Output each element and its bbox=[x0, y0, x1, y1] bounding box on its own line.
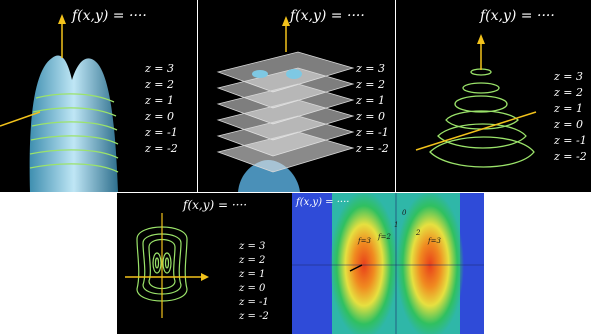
surface-plot: f(x,y) = ···· z = 3 z = 2 z = 1 z = 0 z … bbox=[0, 8, 178, 192]
level-label: z = -1 bbox=[355, 126, 389, 139]
heatmap-annotations: f=3 f=2 1 2 f=3 0 bbox=[357, 209, 441, 245]
contour-map-plot: f(x,y) = ···· z = 3 z = 2 z = 1 z = 0 z … bbox=[125, 198, 269, 322]
level-label: z = 1 bbox=[553, 102, 583, 115]
peak-left bbox=[252, 70, 268, 78]
annotation: f=2 bbox=[377, 233, 391, 241]
level-label: z = 3 bbox=[355, 62, 385, 75]
level-label: z = 3 bbox=[553, 70, 583, 83]
heat-peak-left bbox=[330, 193, 398, 334]
level-label: z = 3 bbox=[238, 241, 265, 252]
function-label: f(x,y) = ···· bbox=[71, 8, 147, 24]
function-label: f(x,y) = ···· bbox=[289, 8, 365, 24]
level-label: z = -1 bbox=[553, 134, 587, 147]
annotation: 0 bbox=[402, 209, 407, 217]
level-label: z = 2 bbox=[355, 78, 385, 91]
contour-rings bbox=[429, 68, 535, 168]
slicing-planes-plot: f(x,y) = ···· z = 3 z = 2 z = 1 z = 0 z … bbox=[216, 8, 389, 192]
level-label: z = 1 bbox=[238, 269, 265, 280]
lifted-contours-panel: f(x,y) = ···· z = 3 z = 2 z = 1 z = 0 z … bbox=[396, 0, 591, 192]
level-list: z = 3 z = 2 z = 1 z = 0 z = -1 z = -2 bbox=[144, 62, 178, 155]
surface-hill bbox=[29, 55, 118, 192]
level-label: z = 0 bbox=[553, 118, 583, 131]
level-label: z = 0 bbox=[238, 283, 266, 294]
level-list: z = 3 z = 2 z = 1 z = 0 z = -1 z = -2 bbox=[553, 70, 587, 163]
z-axis-arrow-icon bbox=[282, 16, 290, 26]
level-label: z = -2 bbox=[144, 142, 178, 155]
level-label: z = 1 bbox=[144, 94, 174, 107]
level-label: z = -1 bbox=[144, 126, 178, 139]
level-label: z = -2 bbox=[355, 142, 389, 155]
contour-map-panel: f(x,y) = ···· z = 3 z = 2 z = 1 z = 0 z … bbox=[117, 193, 292, 334]
level-label: z = 2 bbox=[144, 78, 174, 91]
level-label: z = 2 bbox=[553, 86, 583, 99]
level-label: z = -1 bbox=[238, 297, 269, 308]
z-axis-arrow-icon bbox=[477, 34, 485, 44]
annotation: 2 bbox=[415, 229, 421, 237]
x-axis bbox=[0, 111, 41, 127]
level-list: z = 3 z = 2 z = 1 z = 0 z = -1 z = -2 bbox=[355, 62, 389, 155]
contour-curves bbox=[136, 226, 188, 302]
heatmap-panel: f(x,y) = ···· f=3 f=2 1 2 f=3 0 bbox=[292, 193, 484, 334]
level-label: z = 2 bbox=[238, 255, 265, 266]
x-axis bbox=[415, 111, 537, 151]
peak-right bbox=[286, 69, 302, 79]
plane-stack bbox=[216, 51, 355, 173]
level-label: z = -2 bbox=[553, 150, 587, 163]
level-list: z = 3 z = 2 z = 1 z = 0 z = -1 z = -2 bbox=[238, 241, 269, 322]
annotation: 1 bbox=[394, 221, 398, 229]
annotation: f=3 bbox=[357, 237, 371, 245]
lifted-contours-plot: f(x,y) = ···· z = 3 z = 2 z = 1 z = 0 z … bbox=[415, 8, 587, 168]
surface-panel: f(x,y) = ···· z = 3 z = 2 z = 1 z = 0 z … bbox=[0, 0, 197, 192]
z-axis-arrow-icon bbox=[58, 14, 66, 24]
heat-peak-right bbox=[396, 193, 464, 334]
function-label: f(x,y) = ···· bbox=[479, 8, 555, 24]
level-label: z = 0 bbox=[144, 110, 174, 123]
x-axis-arrow-icon bbox=[201, 273, 209, 281]
function-label: f(x,y) = ···· bbox=[182, 198, 247, 212]
level-label: z = 0 bbox=[355, 110, 385, 123]
level-label: z = 1 bbox=[355, 94, 385, 107]
surface-contours bbox=[29, 93, 119, 173]
level-label: z = -2 bbox=[238, 311, 269, 322]
function-label: f(x,y) = ···· bbox=[295, 197, 349, 208]
level-label: z = 3 bbox=[144, 62, 174, 75]
slicing-planes-panel: f(x,y) = ···· z = 3 z = 2 z = 1 z = 0 z … bbox=[198, 0, 395, 192]
heatmap-plot: f(x,y) = ···· f=3 f=2 1 2 f=3 0 bbox=[292, 193, 484, 334]
annotation: f=3 bbox=[427, 237, 441, 245]
pointer-arrow bbox=[349, 264, 363, 272]
